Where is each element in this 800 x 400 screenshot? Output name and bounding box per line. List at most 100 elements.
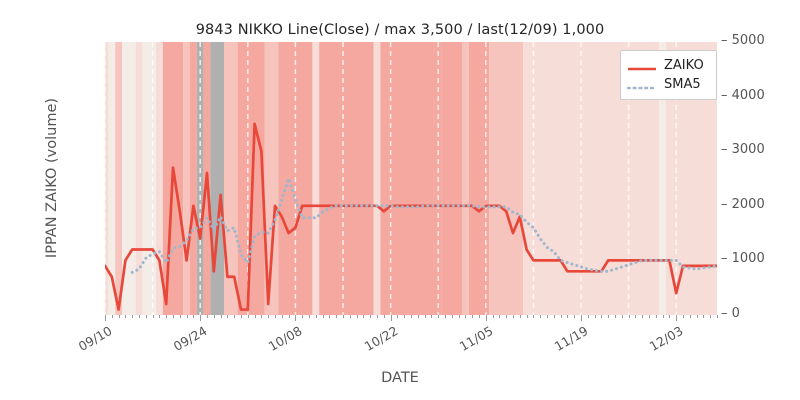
x-minor-tick [268,315,270,318]
plot-canvas [105,42,717,315]
x-minor-tick [288,315,290,318]
x-minor-tick [458,315,460,318]
x-axis-label: DATE [381,370,419,386]
x-minor-tick [370,315,372,318]
x-major-tick [676,315,678,321]
x-minor-tick [717,315,718,318]
grid-lines [105,42,677,315]
y-tick-label: – 1000 [721,251,765,267]
x-minor-tick [234,315,236,318]
x-minor-tick [363,315,365,318]
x-minor-tick [540,315,542,318]
x-minor-tick [275,315,276,318]
plot-area [105,42,717,315]
x-major-tick [200,315,202,321]
legend-label-zaiko: ZAIKO [664,58,704,73]
x-minor-tick [315,315,317,318]
x-minor-tick [417,315,419,318]
x-minor-tick [173,315,174,318]
x-minor-tick [451,315,453,318]
x-tick-label: 09/24 [170,323,210,355]
x-minor-tick [145,315,147,318]
x-major-tick [105,315,106,321]
x-minor-tick [281,315,283,318]
x-minor-tick [254,315,256,318]
legend-swatch-sma5 [626,79,658,91]
chart-title: 9843 NIKKO Line(Close) / max 3,500 / las… [195,22,605,38]
x-minor-tick [139,315,140,318]
x-minor-tick [513,315,514,318]
x-minor-tick [547,315,548,318]
x-minor-tick [377,315,378,318]
x-minor-tick [125,315,127,318]
x-minor-tick [669,315,671,318]
data-series [105,122,717,311]
x-minor-tick [553,315,555,318]
legend-swatch-zaiko [627,60,657,72]
x-minor-tick [111,315,113,318]
x-minor-tick [710,315,712,318]
x-minor-tick [526,315,528,318]
x-minor-tick [383,315,385,318]
x-tick-label: 11/19 [551,323,591,355]
x-minor-tick [397,315,399,318]
y-tick-label: – 4000 [721,87,765,103]
x-tick-label: 12/03 [646,323,686,355]
x-minor-tick [411,315,412,318]
x-minor-tick [655,315,657,318]
legend-item-zaiko[interactable]: ZAIKO [627,56,710,75]
x-minor-tick [445,315,446,318]
x-minor-tick [574,315,576,318]
x-minor-tick [247,315,249,318]
x-minor-tick [404,315,406,318]
x-minor-tick [261,315,263,318]
x-minor-tick [642,315,644,318]
x-minor-tick [356,315,358,318]
series-line-zaiko [105,122,717,311]
x-minor-tick [193,315,195,318]
x-minor-tick [587,315,589,318]
x-minor-tick [696,315,698,318]
x-minor-tick [567,315,569,318]
y-tick-label: – 2000 [721,196,765,212]
x-minor-tick [472,315,474,318]
y-axis-label: IPPAN ZAIKO (volume) [44,97,60,259]
x-major-tick [485,315,487,321]
y-tick-label: – 3000 [721,142,765,158]
x-minor-tick [492,315,494,318]
x-minor-tick [302,315,304,318]
x-minor-tick [186,315,188,318]
x-minor-tick [560,315,562,318]
x-tick-label: 10/08 [266,323,305,355]
x-major-tick [581,315,582,321]
x-minor-tick [179,315,181,318]
x-minor-tick [533,315,535,318]
x-minor-tick [479,315,480,318]
x-minor-tick [689,315,691,318]
x-minor-tick [635,315,637,318]
x-minor-tick [499,315,501,318]
x-minor-tick [649,315,650,318]
x-minor-tick [349,315,351,318]
x-minor-tick [424,315,426,318]
x-tick-label: 10/22 [361,323,401,355]
legend-item-sma5[interactable]: SMA5 [626,75,710,94]
x-minor-tick [519,315,521,318]
x-minor-tick [506,315,508,318]
y-tick-label: – 0 [721,306,740,321]
x-minor-tick [431,315,433,318]
x-minor-tick [118,315,120,318]
x-minor-tick [207,315,208,318]
x-minor-tick [166,315,168,318]
y-tick-label: – 5000 [721,33,765,48]
chart-legend[interactable]: ZAIKO SMA5 [620,50,717,100]
x-minor-tick [132,315,134,318]
x-minor-tick [621,315,623,318]
x-minor-tick [329,315,331,318]
x-minor-tick [213,315,215,318]
x-tick-label: 11/05 [456,323,496,355]
x-major-tick [295,315,297,321]
x-minor-tick [601,315,603,318]
legend-label-sma5: SMA5 [664,77,701,92]
